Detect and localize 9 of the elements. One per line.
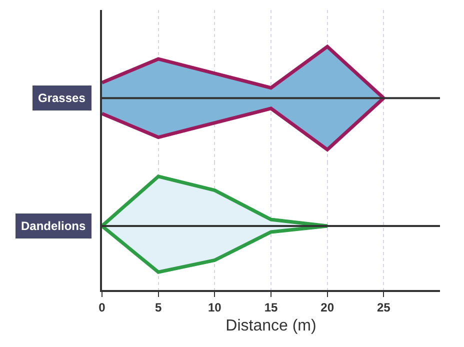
x-tick-label: 0 — [98, 300, 106, 314]
series-label: Dandelions — [21, 219, 86, 233]
x-tick-label: 20 — [320, 300, 334, 314]
x-axis-title: Distance (m) — [226, 318, 316, 335]
x-tick-label: 5 — [154, 300, 162, 314]
series-label: Grasses — [38, 91, 86, 105]
x-tick-label: 10 — [208, 300, 222, 314]
x-tick-label: 15 — [264, 300, 278, 314]
x-tick-label: 25 — [376, 300, 391, 314]
